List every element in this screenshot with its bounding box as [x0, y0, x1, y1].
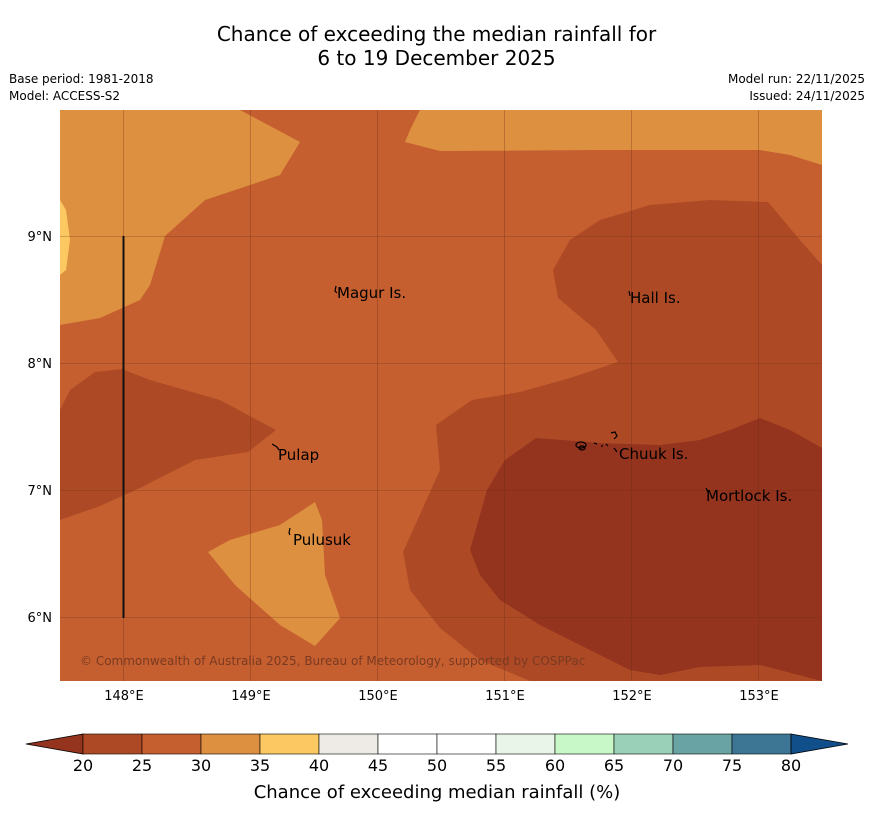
mortlock-marker	[705, 487, 709, 493]
lon-label-148: 148°E	[104, 689, 144, 704]
pulusuk-marker	[288, 527, 291, 536]
colorbar-tick-35: 35	[250, 756, 270, 775]
colorbar-bin-70-75	[672, 733, 733, 755]
colorbar-tick-50: 50	[427, 756, 447, 775]
colorbar-bin-30-35	[200, 733, 261, 755]
base-period: Base period: 1981-2018	[9, 72, 154, 86]
magur-marker	[334, 285, 338, 294]
title-line-1: Chance of exceeding the median rainfall …	[216, 22, 657, 46]
island-label-pulusuk: Pulusuk	[293, 531, 351, 549]
hall-marker	[628, 290, 631, 297]
title-line-2: 6 to 19 December 2025	[317, 46, 556, 70]
colorbar-bin-20-25	[82, 733, 143, 755]
contour-below-20-southeast	[470, 418, 822, 681]
lon-label-149: 149°E	[231, 689, 271, 704]
colorbar-bin-35-40	[259, 733, 320, 755]
contour-30-35-northeast	[405, 110, 822, 165]
copyright-notice: © Commonwealth of Australia 2025, Bureau…	[80, 654, 585, 668]
contour-20-25-west	[60, 369, 276, 520]
lon-label-153: 153°E	[739, 689, 779, 704]
colorbar-tick-40: 40	[309, 756, 329, 775]
colorbar-tick-55: 55	[486, 756, 506, 775]
colorbar-bin-55-60	[495, 733, 556, 755]
colorbar-tick-80: 80	[781, 756, 801, 775]
colorbar-ticks: 20 25 30 35 40 45 50 55 60 65 70 75 80	[73, 756, 801, 775]
island-label-chuuk: Chuuk Is.	[619, 445, 688, 463]
colorbar-tick-75: 75	[722, 756, 742, 775]
chart-title: Chance of exceeding the median rainfall …	[0, 22, 873, 70]
graticule	[60, 110, 822, 681]
colorbar-title: Chance of exceeding median rainfall (%)	[254, 782, 621, 803]
contour-30-35-northwest	[60, 110, 300, 325]
pulap-marker	[271, 443, 280, 451]
lon-label-152: 152°E	[612, 689, 652, 704]
colorbar-tick-45: 45	[368, 756, 388, 775]
issued-date: Issued: 24/11/2025	[749, 89, 865, 103]
lat-label-8n: 8°N	[28, 357, 53, 372]
colorbar-tick-25: 25	[132, 756, 152, 775]
colorbar-bin-60-65	[554, 733, 615, 755]
contour-30-35-pulusuk	[208, 502, 340, 646]
colorbar-bin-50-55	[436, 733, 497, 755]
model-name: Model: ACCESS-S2	[9, 89, 121, 103]
colorbar-bin-45-50	[377, 733, 438, 755]
island-label-mortlock: Mortlock Is.	[706, 487, 792, 505]
longitude-labels: 148°E 149°E 150°E 151°E 152°E 153°E	[104, 689, 779, 704]
chuuk-lagoon-icon	[575, 431, 618, 453]
colorbar-bin-75-80	[731, 733, 792, 755]
lat-label-9n: 9°N	[28, 230, 53, 245]
colorbar-tick-20: 20	[73, 756, 93, 775]
colorbar-under-arrow	[25, 733, 84, 755]
colorbar-tick-30: 30	[191, 756, 211, 775]
metadata-right: Model run: 22/11/2025 Issued: 24/11/2025	[728, 71, 865, 105]
island-label-pulap: Pulap	[278, 446, 319, 464]
colorbar-bin-65-70	[613, 733, 674, 755]
lat-label-6n: 6°N	[28, 611, 53, 626]
model-run: Model run: 22/11/2025	[727, 72, 865, 86]
colorbar-tick-65: 65	[604, 756, 624, 775]
lon-label-150: 150°E	[358, 689, 398, 704]
lat-label-7n: 7°N	[28, 484, 53, 499]
colorbar-bin-25-30	[141, 733, 202, 755]
island-label-hall: Hall Is.	[630, 289, 681, 307]
map-area: Magur Is. Hall Is. Pulap Chuuk Is. Mortl…	[60, 110, 822, 681]
colorbar: 20 25 30 35 40 45 50 55 60 65 70 75 80 Chance of exc…	[25, 733, 849, 803]
lon-label-151: 151°E	[485, 689, 525, 704]
metadata-left: Base period: 1981-2018 Model: ACCESS-S2	[9, 71, 154, 105]
island-label-magur: Magur Is.	[337, 284, 406, 302]
colorbar-bins	[82, 733, 792, 755]
colorbar-tick-70: 70	[663, 756, 683, 775]
latitude-labels: 9°N 8°N 7°N 6°N	[28, 230, 53, 626]
contour-35-40-west	[60, 200, 70, 275]
colorbar-bin-40-45	[318, 733, 379, 755]
colorbar-over-arrow	[790, 733, 849, 755]
colorbar-tick-60: 60	[545, 756, 565, 775]
island-markers	[271, 285, 709, 536]
